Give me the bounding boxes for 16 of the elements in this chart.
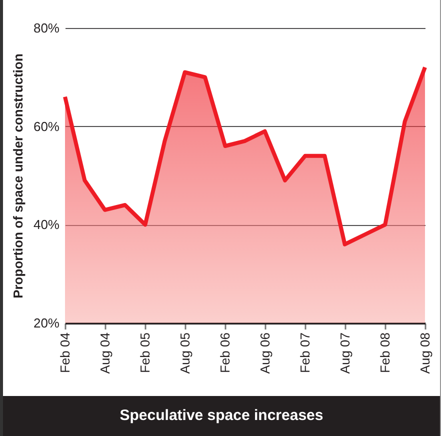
y-axis-title: Proportion of space under construction — [10, 54, 26, 298]
y-tick-label: 20% — [33, 316, 60, 330]
x-tick-label: Aug 06 — [257, 332, 272, 374]
x-tick-label: Feb 05 — [138, 332, 153, 373]
x-tick-label: Feb 08 — [378, 332, 393, 373]
x-tick-label: Feb 04 — [58, 332, 72, 373]
y-tick-label: 60% — [33, 118, 60, 134]
y-tick-label: 80% — [33, 20, 60, 36]
x-tick-label: Feb 06 — [218, 332, 233, 373]
text: Speculative space increases — [3, 396, 440, 436]
x-tick-label: Aug 05 — [177, 332, 192, 374]
x-tick-label: Aug 04 — [97, 332, 112, 374]
x-tick-label: Aug 07 — [337, 332, 352, 374]
x-tick-label: Aug 08 — [418, 332, 432, 374]
y-tick-label: 40% — [33, 217, 60, 232]
x-tick-label: Feb 07 — [298, 332, 313, 373]
